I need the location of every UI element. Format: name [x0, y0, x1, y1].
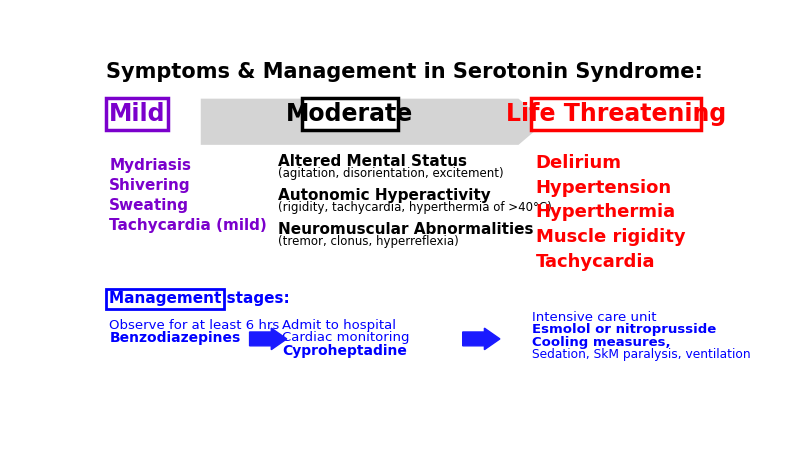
Text: Benzodiazepines: Benzodiazepines — [110, 331, 241, 345]
Text: Delirium: Delirium — [535, 154, 622, 172]
FancyArrow shape — [462, 328, 500, 350]
Text: Hypertension: Hypertension — [535, 179, 672, 197]
Text: Moderate: Moderate — [286, 102, 414, 126]
FancyBboxPatch shape — [531, 98, 702, 130]
FancyArrow shape — [250, 328, 286, 350]
Text: Mild: Mild — [109, 102, 166, 126]
FancyBboxPatch shape — [106, 98, 168, 130]
Text: (tremor, clonus, hyperreflexia): (tremor, clonus, hyperreflexia) — [278, 235, 459, 248]
Text: Mydriasis: Mydriasis — [110, 158, 191, 173]
Text: Cardiac monitoring: Cardiac monitoring — [282, 331, 410, 344]
Text: Cyproheptadine: Cyproheptadine — [282, 343, 407, 357]
Text: Sweating: Sweating — [110, 198, 190, 213]
Text: Management stages:: Management stages: — [110, 291, 290, 306]
FancyBboxPatch shape — [302, 98, 398, 130]
Text: Esmolol or nitroprusside: Esmolol or nitroprusside — [533, 324, 717, 337]
Text: Life Threatening: Life Threatening — [506, 102, 726, 126]
Text: Intensive care unit: Intensive care unit — [533, 311, 657, 324]
Text: Shivering: Shivering — [110, 178, 191, 193]
Text: Hyperthermia: Hyperthermia — [535, 203, 676, 221]
Text: Symptoms & Management in Serotonin Syndrome:: Symptoms & Management in Serotonin Syndr… — [106, 62, 703, 82]
Text: Neuromuscular Abnormalities: Neuromuscular Abnormalities — [278, 222, 534, 237]
Text: Observe for at least 6 hrs: Observe for at least 6 hrs — [110, 319, 279, 332]
FancyBboxPatch shape — [106, 289, 224, 309]
Text: Cooling measures,: Cooling measures, — [533, 336, 671, 349]
Text: Autonomic Hyperactivity: Autonomic Hyperactivity — [278, 188, 491, 203]
Text: Tachycardia (mild): Tachycardia (mild) — [110, 218, 267, 233]
Text: Tachycardia: Tachycardia — [535, 252, 655, 270]
Text: Muscle rigidity: Muscle rigidity — [535, 228, 685, 246]
Text: (rigidity, tachycardia, hyperthermia of >40°C): (rigidity, tachycardia, hyperthermia of … — [278, 201, 552, 214]
Polygon shape — [201, 99, 546, 145]
Text: (agitation, disorientation, excitement): (agitation, disorientation, excitement) — [278, 167, 504, 180]
Text: Sedation, SkM paralysis, ventilation: Sedation, SkM paralysis, ventilation — [533, 348, 751, 361]
Text: Altered Mental Status: Altered Mental Status — [278, 154, 467, 169]
Text: Admit to hospital: Admit to hospital — [282, 319, 396, 332]
